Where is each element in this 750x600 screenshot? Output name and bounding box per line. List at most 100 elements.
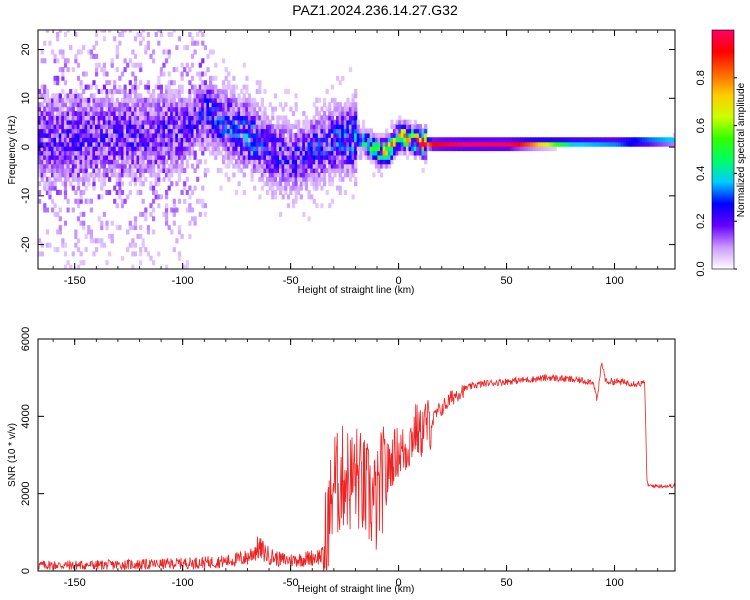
spectrogram-cell bbox=[255, 163, 259, 169]
spectrogram-cell bbox=[48, 119, 52, 125]
spectrogram-cell bbox=[465, 146, 469, 152]
spectrogram-cell bbox=[89, 233, 93, 239]
spectrogram-cell bbox=[110, 89, 114, 94]
spectrogram-cell bbox=[232, 132, 236, 138]
spectrogram-cell bbox=[276, 141, 280, 147]
spectrogram-cell bbox=[79, 176, 83, 182]
spectrogram-cell bbox=[307, 128, 311, 134]
spectrogram-cell bbox=[286, 172, 290, 178]
spectrogram-cell bbox=[82, 159, 86, 165]
spectrogram-cell bbox=[260, 168, 264, 173]
spectrogram-cell bbox=[185, 45, 189, 51]
spectrogram-cell bbox=[434, 146, 438, 152]
spectrogram-cell bbox=[348, 172, 353, 178]
spectrogram-cell bbox=[405, 128, 410, 134]
spectrogram-cell bbox=[76, 264, 81, 269]
spectrogram-cell bbox=[330, 146, 334, 152]
spectrogram-cell bbox=[71, 146, 75, 152]
spectrogram-cell bbox=[196, 198, 200, 204]
spectrogram-cell bbox=[95, 40, 99, 46]
spectrogram-cell bbox=[95, 124, 99, 130]
spectrogram-cell bbox=[131, 154, 135, 160]
spectrogram-cell bbox=[240, 102, 244, 108]
spectrogram-cell bbox=[175, 146, 179, 152]
spectrogram-cell bbox=[154, 97, 158, 103]
spectrogram-cell bbox=[416, 124, 420, 130]
spectrogram-cell bbox=[56, 93, 60, 99]
spectrogram-cell bbox=[439, 137, 443, 143]
spectrogram-cell bbox=[393, 137, 397, 143]
spectrogram-cell bbox=[180, 115, 184, 121]
spectrogram-cell bbox=[403, 146, 407, 152]
spectrogram-cell bbox=[38, 154, 42, 160]
spectrogram-cell bbox=[400, 137, 404, 143]
spectrogram-cell bbox=[71, 141, 75, 147]
spectrogram-cell bbox=[343, 154, 347, 160]
spectrogram-cell bbox=[79, 220, 83, 226]
spectrogram-cell bbox=[157, 132, 161, 138]
spectrogram-cell bbox=[108, 163, 112, 169]
spectrogram-cell bbox=[279, 102, 283, 108]
spectrogram-cell bbox=[136, 62, 140, 68]
spectrogram-cell bbox=[149, 115, 153, 121]
spectrogram-cell bbox=[95, 97, 99, 103]
spectrogram-cell bbox=[672, 141, 675, 147]
spectrogram-cell bbox=[416, 141, 420, 147]
spectrogram-cell bbox=[97, 154, 101, 160]
spectrogram-cell bbox=[100, 97, 104, 103]
spectrogram-cell bbox=[71, 154, 75, 160]
spectrogram-cell bbox=[639, 141, 643, 147]
spectrogram-cell bbox=[242, 137, 246, 143]
spectrogram-cell bbox=[126, 150, 130, 156]
spectrogram-cell bbox=[89, 93, 93, 99]
spectrogram-cell bbox=[66, 159, 70, 165]
spectrogram-cell bbox=[48, 163, 52, 169]
spectrogram-cell bbox=[209, 137, 213, 143]
spectrogram-cell bbox=[48, 40, 52, 46]
spectrogram-cell bbox=[87, 49, 91, 55]
spectrogram-cell bbox=[193, 216, 197, 222]
spectrogram-cell bbox=[190, 137, 195, 143]
spectrogram-cell bbox=[146, 89, 150, 94]
spectrogram-cell bbox=[227, 141, 231, 147]
spectrogram-cell bbox=[320, 115, 324, 121]
spectrogram-cell bbox=[328, 172, 332, 178]
spectrogram-cell bbox=[193, 128, 197, 134]
spectrogram-cell bbox=[201, 146, 205, 152]
spectrogram-cell bbox=[100, 119, 104, 125]
spectrogram-cell bbox=[346, 106, 350, 112]
spectrogram-cell bbox=[45, 106, 49, 112]
spectrogram-cell bbox=[222, 159, 226, 165]
spectrogram-cell bbox=[483, 146, 487, 152]
spectrogram-cell bbox=[234, 150, 239, 156]
spectrogram-cell bbox=[40, 49, 44, 55]
spectrogram-cell bbox=[154, 128, 158, 134]
spectrogram-cell bbox=[61, 106, 65, 112]
spectrogram-cell bbox=[312, 159, 316, 165]
spectrogram-cell bbox=[113, 141, 117, 147]
spectrogram-cell bbox=[53, 124, 57, 130]
spectrogram-cell bbox=[279, 181, 283, 187]
spectrogram-cell bbox=[227, 159, 231, 165]
spectrogram-cell bbox=[51, 119, 55, 125]
spectrogram-cell bbox=[102, 242, 106, 248]
spectrogram-cell bbox=[133, 53, 138, 59]
spectrogram-cell bbox=[120, 146, 125, 152]
spectrogram-cell bbox=[102, 62, 106, 68]
spectrogram-cell bbox=[286, 132, 290, 138]
spectrogram-cell bbox=[152, 58, 156, 64]
spectrogram-cell bbox=[245, 141, 249, 147]
spectrogram-cell bbox=[154, 181, 158, 187]
spectrogram-cell bbox=[377, 168, 381, 173]
spectrogram-cell bbox=[149, 185, 153, 191]
spectrogram-cell bbox=[245, 128, 249, 134]
spectrogram-cell bbox=[74, 159, 78, 165]
spectrogram-cell bbox=[224, 132, 228, 138]
spectrogram-cell bbox=[242, 115, 246, 121]
spectrogram-cell bbox=[63, 251, 68, 257]
spectrogram-cell bbox=[237, 146, 241, 152]
spectrogram-cell bbox=[216, 111, 220, 116]
spectrogram-cell bbox=[325, 128, 329, 134]
spectrogram-cell bbox=[110, 132, 114, 138]
spectrogram-cell bbox=[234, 132, 239, 138]
